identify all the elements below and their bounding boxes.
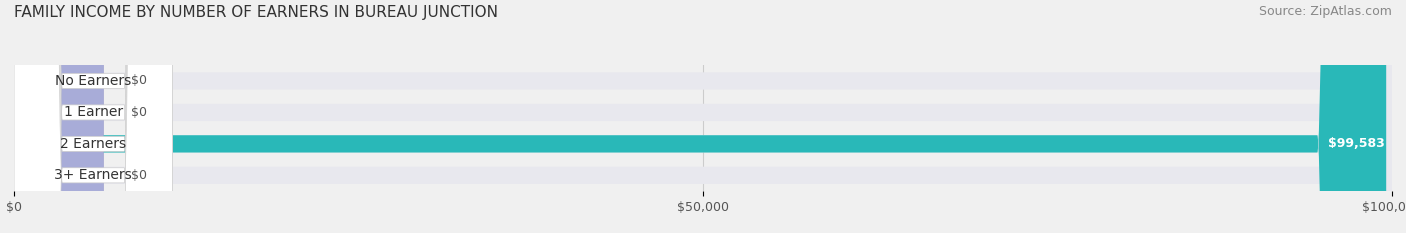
FancyBboxPatch shape xyxy=(14,0,1386,233)
Text: FAMILY INCOME BY NUMBER OF EARNERS IN BUREAU JUNCTION: FAMILY INCOME BY NUMBER OF EARNERS IN BU… xyxy=(14,5,498,20)
FancyBboxPatch shape xyxy=(14,0,1392,233)
FancyBboxPatch shape xyxy=(14,0,104,233)
FancyBboxPatch shape xyxy=(14,0,104,233)
FancyBboxPatch shape xyxy=(14,0,173,233)
FancyBboxPatch shape xyxy=(14,0,173,233)
Text: $0: $0 xyxy=(131,75,148,87)
Text: Source: ZipAtlas.com: Source: ZipAtlas.com xyxy=(1258,5,1392,18)
Text: 3+ Earners: 3+ Earners xyxy=(55,168,132,182)
Text: 2 Earners: 2 Earners xyxy=(60,137,127,151)
FancyBboxPatch shape xyxy=(14,0,1392,233)
Text: No Earners: No Earners xyxy=(55,74,131,88)
FancyBboxPatch shape xyxy=(14,0,104,233)
FancyBboxPatch shape xyxy=(14,0,1392,233)
Text: 1 Earner: 1 Earner xyxy=(63,105,122,120)
Text: $99,583: $99,583 xyxy=(1329,137,1385,150)
FancyBboxPatch shape xyxy=(14,0,173,233)
Text: $0: $0 xyxy=(131,169,148,182)
Text: $0: $0 xyxy=(131,106,148,119)
FancyBboxPatch shape xyxy=(14,0,1392,233)
FancyBboxPatch shape xyxy=(14,0,173,233)
